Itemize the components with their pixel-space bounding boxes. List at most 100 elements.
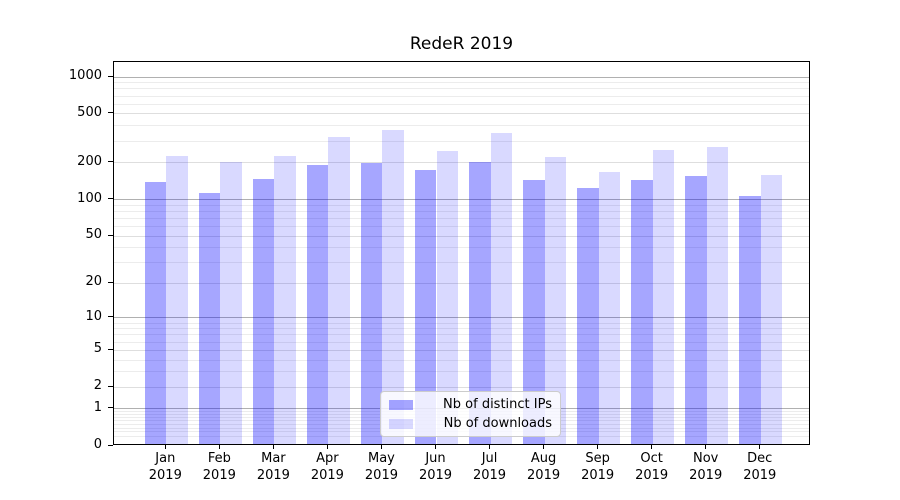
bar-distinct-ips-aug xyxy=(522,179,545,444)
x-tick-mark xyxy=(543,445,545,449)
x-tick-mark xyxy=(218,445,220,449)
y-tick-label: 5 xyxy=(93,341,102,357)
minor-gridline xyxy=(114,334,809,336)
legend-item-downloads: Nb of downloads xyxy=(389,414,552,433)
y-tick-mark xyxy=(108,348,113,350)
bar-downloads-dec xyxy=(760,174,783,444)
plot-area: Nb of distinct IPs Nb of downloads xyxy=(113,61,810,445)
minor-gridline xyxy=(114,328,809,330)
x-tick-year: 2019 xyxy=(635,468,669,483)
x-tick-label: Dec 2019 xyxy=(733,450,787,484)
legend-item-distinct-ips: Nb of distinct IPs xyxy=(389,395,552,414)
x-tick-year: 2019 xyxy=(418,468,453,483)
x-tick-month: Apr xyxy=(316,451,339,466)
x-tick-mark xyxy=(435,445,436,449)
bar-distinct-ips-feb xyxy=(198,192,221,444)
x-tick-label: Sep 2019 xyxy=(571,450,625,484)
bar-distinct-ips-dec xyxy=(739,196,761,444)
x-tick-mark xyxy=(380,445,382,449)
minor-gridline xyxy=(114,225,809,227)
bar-downloads-mar xyxy=(274,156,296,444)
y-tick-label: 2 xyxy=(93,378,102,394)
y-tick-label: 0 xyxy=(93,437,102,452)
y-tick-mark xyxy=(108,385,113,387)
x-tick-label: May 2019 xyxy=(354,450,408,484)
minor-gridline xyxy=(114,204,809,206)
x-tick-year: 2019 xyxy=(202,468,236,483)
minor-gridline xyxy=(114,210,809,212)
legend-label-distinct-ips: Nb of distinct IPs xyxy=(443,397,552,412)
y-tick-mark xyxy=(108,234,113,236)
y-tick-mark xyxy=(108,75,113,77)
x-tick-year: 2019 xyxy=(527,468,561,483)
x-tick-label: Nov 2019 xyxy=(679,450,733,484)
x-tick-year: 2019 xyxy=(148,468,182,483)
x-tick-mark xyxy=(489,445,491,449)
x-tick-month: Dec xyxy=(747,451,773,466)
y-tick-mark xyxy=(108,281,113,283)
mid-gridline xyxy=(114,162,809,164)
x-tick-label: Jun 2019 xyxy=(409,450,463,484)
x-tick-month: Mar xyxy=(261,451,286,466)
mid-gridline xyxy=(114,235,809,237)
legend-swatch-downloads xyxy=(389,418,413,429)
bar-downloads-aug xyxy=(544,157,567,444)
major-gridline xyxy=(114,76,809,78)
x-tick-label: Mar 2019 xyxy=(246,450,300,484)
y-tick-label: 500 xyxy=(77,104,102,120)
bar-downloads-apr xyxy=(328,137,350,444)
x-tick-mark xyxy=(164,445,166,449)
bar-downloads-feb xyxy=(220,161,242,444)
x-tick-month: Nov xyxy=(693,451,719,466)
minor-gridline xyxy=(114,262,809,264)
x-tick-mark xyxy=(705,445,707,449)
minor-gridline xyxy=(114,95,809,97)
x-tick-mark xyxy=(272,445,274,449)
bar-distinct-ips-may xyxy=(360,162,383,444)
major-gridline xyxy=(114,199,809,200)
bar-distinct-ips-oct xyxy=(631,180,653,444)
chart-title: RedeR 2019 xyxy=(409,34,514,54)
x-tick-month: Jan xyxy=(155,451,176,466)
x-tick-month: Sep xyxy=(585,451,610,466)
y-tick-mark xyxy=(108,112,113,114)
minor-gridline xyxy=(114,371,809,373)
y-tick-label: 10 xyxy=(85,308,102,324)
x-tick-label: Feb 2019 xyxy=(192,450,246,484)
x-tick-year: 2019 xyxy=(689,468,723,483)
x-tick-mark xyxy=(651,445,653,449)
x-tick-label: Oct 2019 xyxy=(625,450,679,484)
legend-swatch-distinct-ips xyxy=(389,399,413,410)
x-tick-mark xyxy=(326,445,328,449)
y-tick-label: 50 xyxy=(85,227,102,242)
y-tick-mark xyxy=(108,407,113,409)
x-tick-month: Oct xyxy=(640,451,663,466)
y-tick-mark xyxy=(108,316,113,318)
x-tick-label: Jan 2019 xyxy=(138,450,192,484)
minor-gridline xyxy=(114,247,809,249)
mid-gridline xyxy=(114,386,809,388)
y-tick-label: 20 xyxy=(85,274,102,290)
x-tick-year: 2019 xyxy=(472,468,507,483)
mid-gridline xyxy=(114,113,809,115)
x-tick-mark xyxy=(597,445,599,449)
bar-distinct-ips-jun xyxy=(414,169,437,444)
minor-gridline xyxy=(114,103,809,105)
minor-gridline xyxy=(114,140,809,142)
x-tick-mark xyxy=(759,445,761,449)
x-tick-year: 2019 xyxy=(256,468,290,483)
minor-gridline xyxy=(114,82,809,84)
minor-gridline xyxy=(114,88,809,90)
bar-downloads-oct xyxy=(652,149,675,444)
x-tick-year: 2019 xyxy=(743,468,777,483)
y-tick-mark xyxy=(108,161,113,163)
legend: Nb of distinct IPs Nb of downloads xyxy=(380,391,561,437)
x-tick-year: 2019 xyxy=(364,468,398,483)
minor-gridline xyxy=(114,322,809,324)
bar-downloads-jun xyxy=(436,151,459,444)
bar-downloads-jul xyxy=(490,132,513,444)
mid-gridline xyxy=(114,282,809,284)
minor-gridline xyxy=(114,359,809,361)
bar-downloads-jan xyxy=(166,155,188,444)
